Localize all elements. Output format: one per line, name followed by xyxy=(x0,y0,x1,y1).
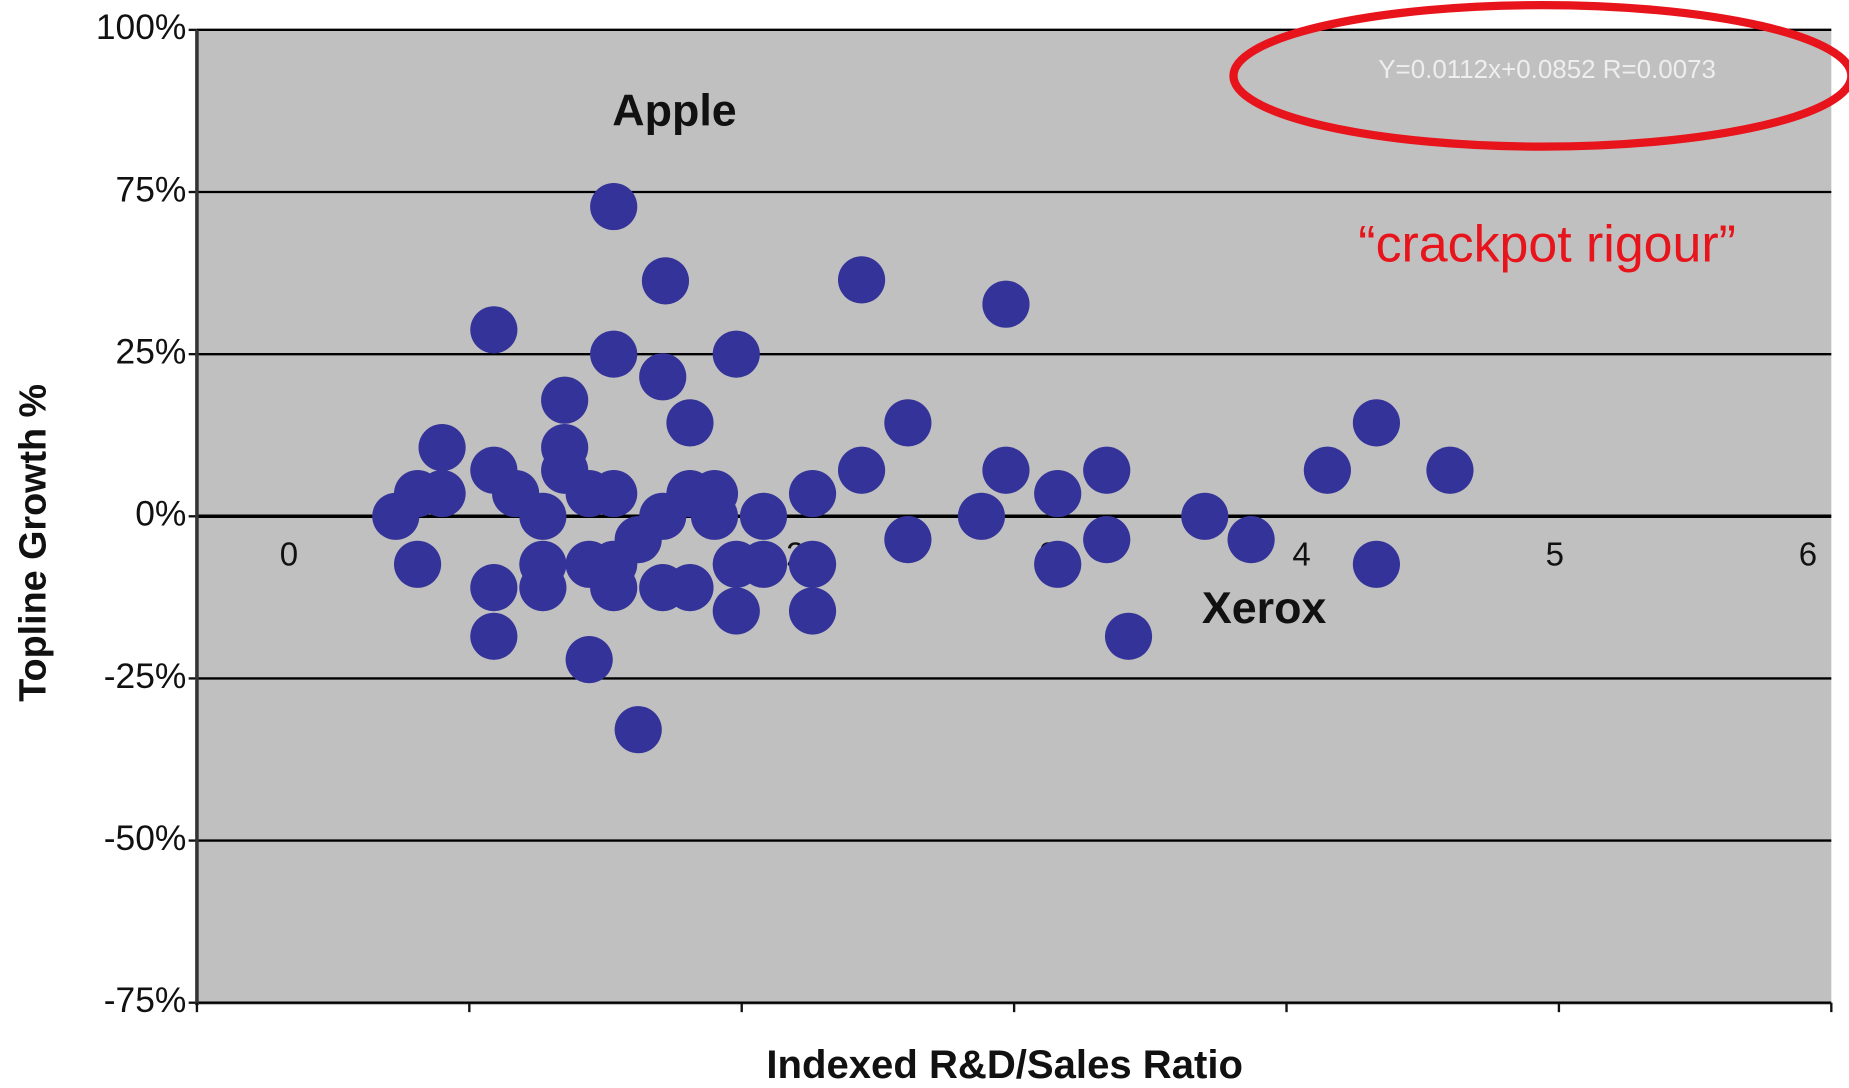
x-tick-label: 6 xyxy=(1799,536,1817,573)
data-point xyxy=(590,330,638,378)
y-tick-label: 75% xyxy=(116,170,187,209)
data-point xyxy=(470,306,518,354)
y-tick-label: -50% xyxy=(104,819,187,858)
y-tick-label: -25% xyxy=(104,657,187,696)
data-point xyxy=(590,470,638,518)
y-tick-label: 100% xyxy=(96,8,186,47)
data-point xyxy=(788,540,837,588)
data-point xyxy=(957,492,1006,540)
data-point xyxy=(788,470,837,518)
data-point xyxy=(712,587,760,635)
y-tick-label: 25% xyxy=(116,332,187,371)
data-point xyxy=(837,446,886,494)
data-point xyxy=(739,492,788,540)
data-point xyxy=(1352,399,1400,447)
data-point xyxy=(1181,492,1229,540)
data-point xyxy=(884,399,932,447)
x-tick-label: 5 xyxy=(1546,536,1564,573)
data-point xyxy=(372,492,420,540)
data-point xyxy=(1034,540,1082,588)
x-tick-label: 4 xyxy=(1292,536,1310,573)
y-tick-label: -75% xyxy=(104,981,187,1020)
annotation: “crackpot rigour” xyxy=(1358,215,1736,273)
data-point xyxy=(982,280,1030,328)
data-point xyxy=(418,423,466,472)
data-point xyxy=(418,470,466,518)
data-point xyxy=(541,376,589,424)
points xyxy=(372,183,1474,754)
data-point xyxy=(1352,540,1400,588)
data-point xyxy=(1227,516,1275,564)
data-point xyxy=(470,612,518,660)
data-point xyxy=(982,446,1030,494)
data-point xyxy=(470,564,518,612)
data-point xyxy=(1034,470,1082,518)
data-point xyxy=(641,257,690,305)
data-point xyxy=(739,540,788,588)
data-point xyxy=(614,706,662,754)
data-point xyxy=(519,492,567,540)
data-point xyxy=(666,564,714,612)
data-point xyxy=(1426,446,1474,494)
x-tick-label: 0 xyxy=(280,536,298,573)
data-point xyxy=(788,587,837,635)
data-point xyxy=(393,540,442,588)
annotation: Apple xyxy=(612,85,736,135)
data-point xyxy=(1104,612,1153,660)
grid: 100%75%25%0%-25%-50%-75%0123456 xyxy=(96,8,1833,1020)
y-tick-label: 0% xyxy=(135,495,186,534)
data-point xyxy=(519,564,567,612)
equation: Y=0.0112x+0.0852 R=0.0073 xyxy=(1378,56,1716,84)
data-point xyxy=(884,516,932,564)
data-point xyxy=(639,353,687,401)
highlight-ellipse xyxy=(1229,0,1849,151)
annotation: Xerox xyxy=(1202,583,1327,633)
data-point xyxy=(837,256,886,304)
data-point xyxy=(1303,446,1351,494)
x-axis-label: Indexed R&D/Sales Ratio xyxy=(766,1043,1243,1087)
data-point xyxy=(712,330,760,378)
data-point xyxy=(565,636,613,684)
y-axis-label: Topline Growth % xyxy=(11,384,53,702)
data-point xyxy=(1083,446,1131,494)
data-point xyxy=(666,399,714,447)
data-point xyxy=(590,564,638,612)
data-point xyxy=(690,492,739,540)
data-point xyxy=(1083,516,1131,564)
data-point xyxy=(590,183,638,231)
